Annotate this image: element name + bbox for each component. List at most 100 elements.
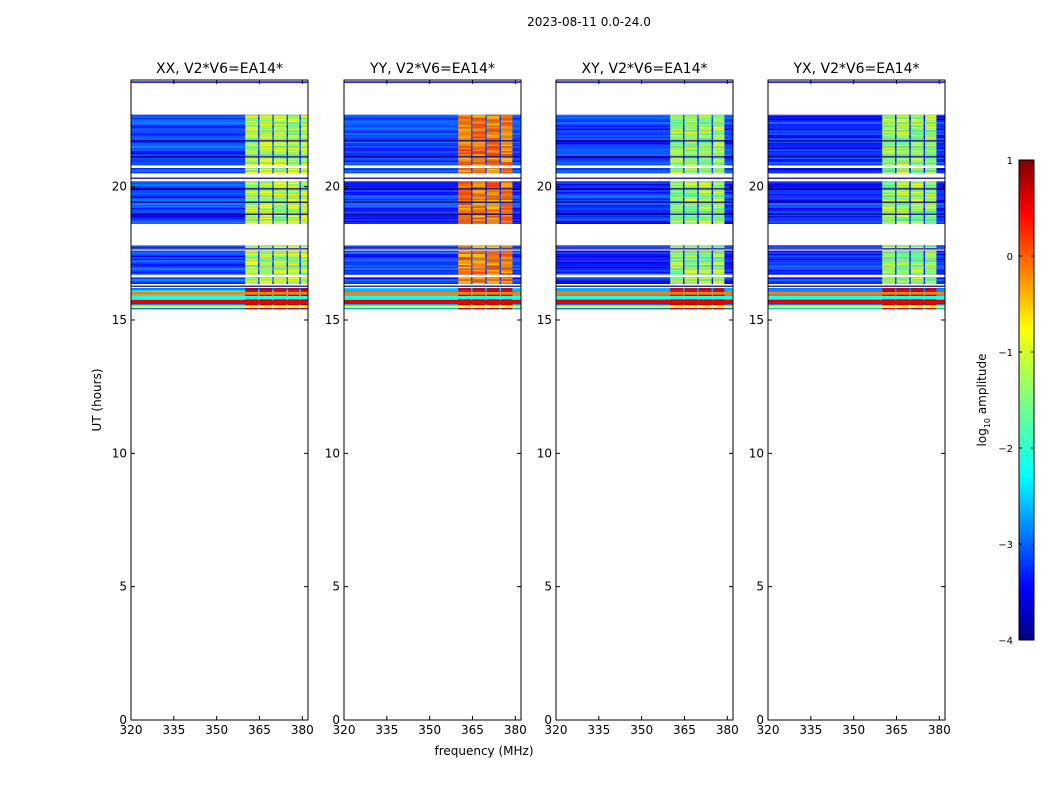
heatmap-band-cell [458,160,472,163]
heatmap-band-cell [300,261,308,264]
heatmap-row [768,280,945,283]
heatmap-band-cell [670,253,684,256]
heatmap-band-cell [910,245,924,247]
heatmap-band-cell [713,160,725,163]
heatmap-band-cell [259,185,273,188]
heatmap-band-cell [713,163,725,166]
heatmap-band-cell [698,268,712,270]
heatmap-band-cell [472,282,486,284]
heatmap-row [344,141,521,143]
heatmap-band-cell [288,206,300,208]
heatmap-band-cell [882,195,896,197]
heatmap-band-cell [925,271,937,274]
heatmap-band-cell [245,187,259,189]
heatmap-band-cell [486,211,500,213]
heatmap-band-cell [910,190,924,192]
heatmap-band-cell [472,138,486,140]
heatmap-band-cell [501,133,513,135]
heatmap-row [344,154,521,156]
heatmap-band-cell [245,138,259,140]
heatmap-band-cell [501,157,513,159]
heatmap-band-cell [684,216,698,218]
heatmap-band-cell [896,163,910,166]
heatmap-band-cell [486,265,500,267]
heatmap-band-cell [910,277,924,280]
heatmap-hot-row [768,305,945,308]
heatmap-band-cell [273,125,287,127]
heatmap-band-cell [698,146,712,148]
heatmap-row [556,185,733,188]
heatmap-band-cell [472,269,486,272]
heatmap-row [344,208,521,210]
heatmap-row [344,188,521,191]
heatmap-band-cell [259,294,273,297]
heatmap-band-cell [896,136,910,139]
heatmap-band-cell [259,214,273,216]
heatmap-band-cell [300,134,308,137]
heatmap-row [344,149,521,151]
heatmap-band-cell [684,185,698,188]
heatmap-band-cell [882,152,896,155]
heatmap-band-cell [896,185,910,188]
heatmap-band-cell [925,288,937,289]
heatmap-band-cell [684,190,698,192]
heatmap-band-cell [882,216,896,218]
heatmap-band-cell [300,157,308,159]
heatmap-band-cell [925,268,937,270]
heatmap-band-cell [910,125,924,127]
heatmap-band-cell [698,187,712,189]
heatmap-band-cell [259,157,273,159]
heatmap-band-cell [910,288,924,291]
heatmap-band-cell [472,193,486,196]
heatmap-band-cell [273,117,287,119]
heatmap-band-cell [472,253,486,256]
heatmap-row [556,149,733,151]
heatmap-band-cell [245,211,259,213]
x-tick-label: 320 [333,723,356,737]
heatmap-band-cell [713,193,725,196]
heatmap-row [131,171,308,174]
heatmap-band-cell [501,250,513,253]
colorbar-tick-label: 0 [1007,252,1013,263]
heatmap-band-cell [910,160,924,163]
heatmap-band-cell [882,219,896,221]
heatmap-band-cell [670,265,684,267]
heatmap-band-cell [713,188,725,191]
heatmap-row [131,196,308,199]
heatmap-band-cell [273,114,287,116]
heatmap-band-cell [670,203,684,205]
heatmap-band-cell [698,195,712,197]
heatmap-band-cell [501,266,513,269]
heatmap-band-cell [486,268,500,270]
heatmap-band-cell [300,245,308,247]
heatmap-band-cell [472,162,486,164]
heatmap-row [556,220,733,223]
y-tick-label: 20 [537,180,552,194]
heatmap-band-cell [300,195,308,197]
heatmap-band-cell [300,126,308,129]
heatmap-band-cell [472,182,486,184]
heatmap-band-cell [882,273,896,275]
heatmap-band-cell [910,252,924,254]
heatmap-band-cell [670,245,684,247]
heatmap-band-cell [300,277,308,278]
heatmap-band-cell [300,196,308,199]
heatmap-band-cell [486,217,500,220]
heatmap-band-cell [684,211,698,213]
heatmap-band-cell [713,122,725,124]
heatmap-band-cell [684,222,698,224]
heatmap-row [344,170,521,172]
heatmap-row [344,125,521,127]
heatmap-band-cell [896,133,910,135]
heatmap-band-cell [501,271,513,274]
heatmap-band-cell [882,206,896,208]
heatmap-band-cell [670,196,684,199]
heatmap-band-cell [684,209,698,212]
heatmap-band-cell [882,171,896,174]
heatmap-band-cell [300,288,308,289]
heatmap-row [768,258,945,261]
heatmap-cells [768,81,945,310]
heatmap-band-cell [501,115,513,118]
heatmap-band-cell [684,131,698,134]
